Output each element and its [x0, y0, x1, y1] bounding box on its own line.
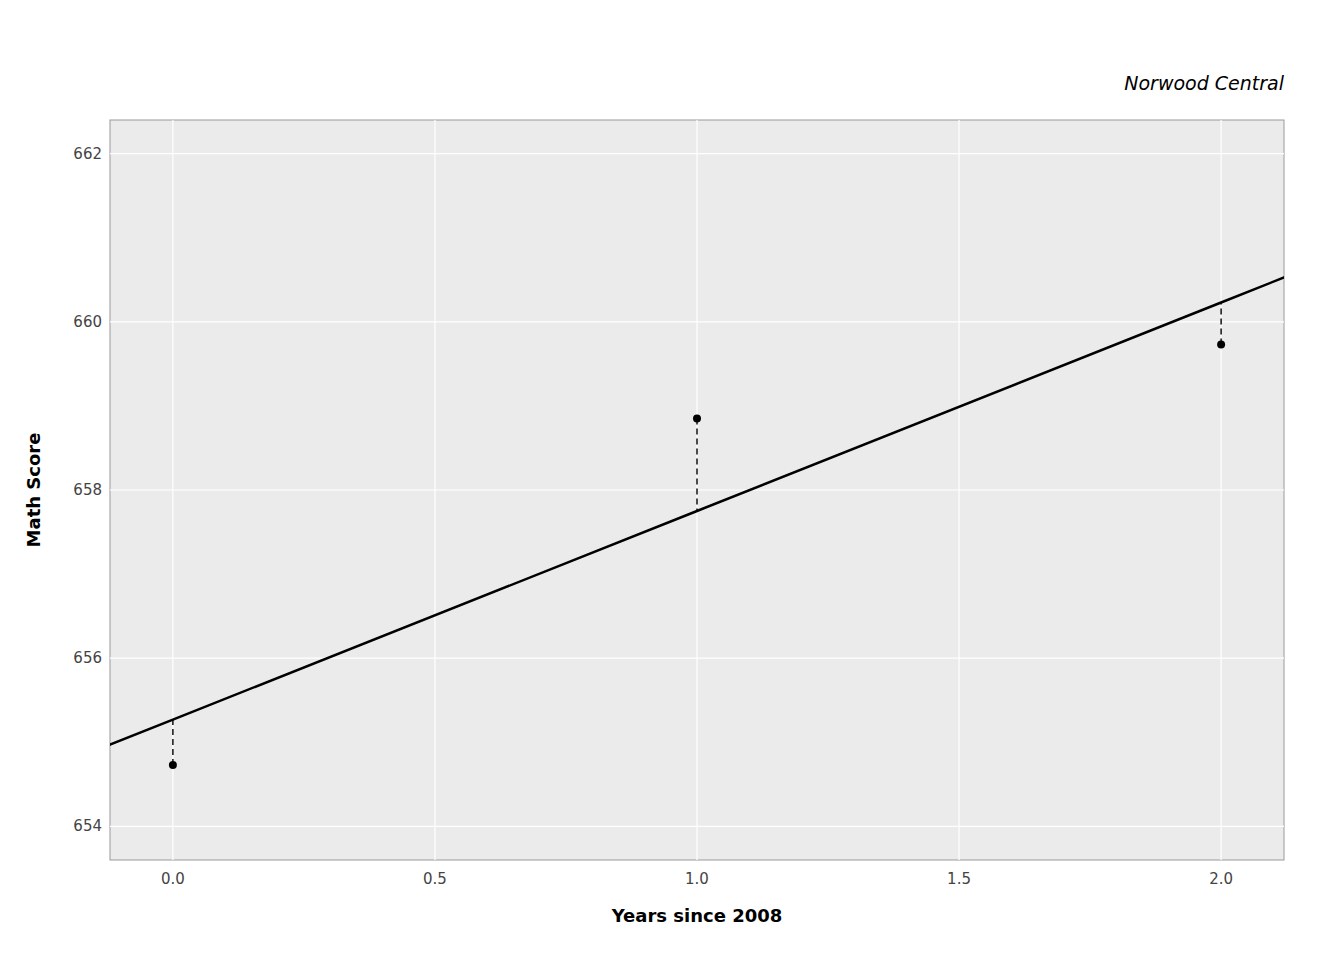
regression-line: [110, 277, 1284, 744]
tick-label: 654: [73, 817, 102, 835]
tick-label: 660: [73, 313, 102, 331]
tick-label: 0.5: [423, 870, 447, 888]
tick-label: 1.0: [685, 870, 709, 888]
point: [1217, 341, 1225, 349]
grid-line: [696, 120, 697, 860]
grid-line: [110, 658, 1284, 659]
residual-line: [696, 419, 697, 512]
tick-label: 1.5: [947, 870, 971, 888]
residual-line: [1220, 302, 1221, 344]
tick-label: 0.0: [161, 870, 185, 888]
tick-label: 662: [73, 145, 102, 163]
x-axis-label: Years since 2008: [611, 905, 783, 926]
y-axis-label: Math Score: [23, 433, 44, 548]
chart: 0.0 0.5 1.0 1.5 2.0 654 656 658 660 662 Years sinc…: [0, 0, 1344, 960]
grid-line: [110, 826, 1284, 827]
point: [169, 761, 177, 769]
tick-label: 2.0: [1209, 870, 1233, 888]
plot-frame: [110, 120, 1284, 860]
title: Norwood Central: [1124, 72, 1284, 94]
point: [693, 415, 701, 423]
residual-line: [172, 720, 173, 765]
grid-line: [110, 153, 1284, 154]
tick-label: 658: [73, 481, 102, 499]
grid-line: [110, 321, 1284, 322]
tick-label: 656: [73, 649, 102, 667]
plot-area: [110, 277, 1284, 769]
